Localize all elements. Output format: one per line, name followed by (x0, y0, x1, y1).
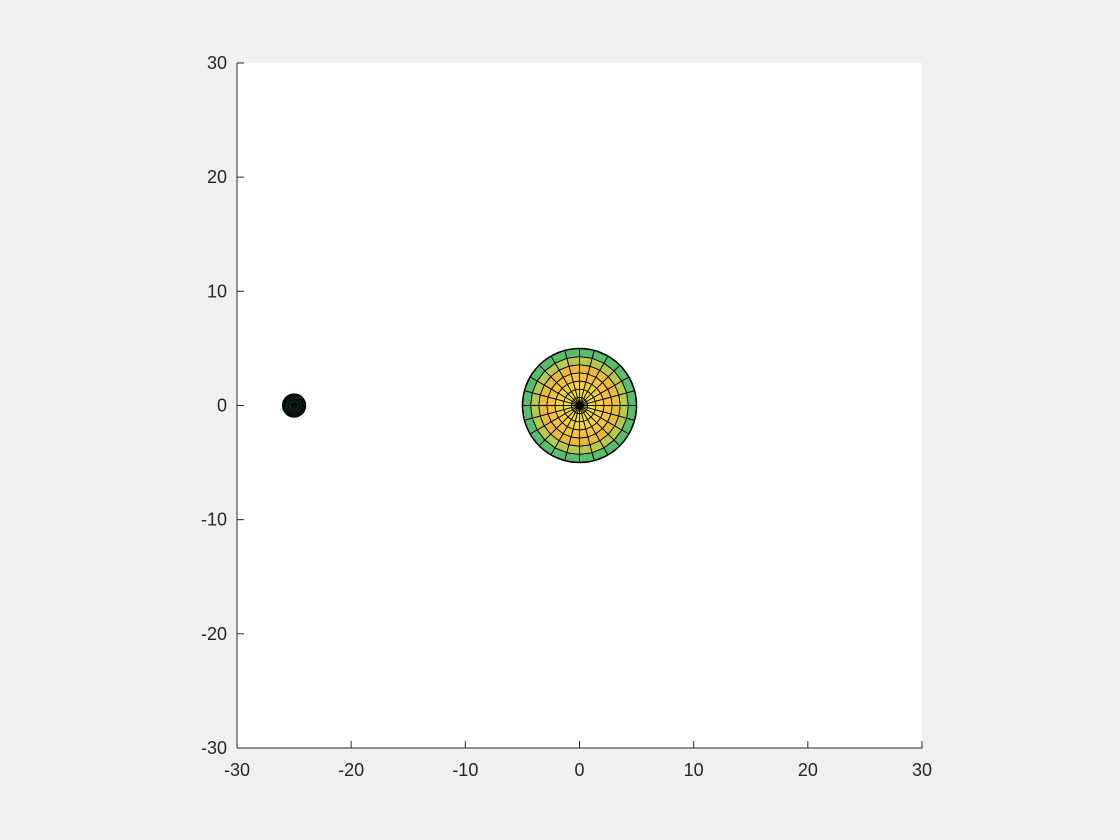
x-tick-label: -30 (224, 760, 250, 780)
x-tick-label: 20 (798, 760, 818, 780)
large-sphere (521, 347, 638, 464)
large-sphere-outline (521, 347, 638, 464)
y-tick-label: -10 (201, 510, 227, 530)
y-tick-label: 10 (207, 281, 227, 301)
small-sphere-outline (281, 393, 307, 418)
x-tick-label: 30 (912, 760, 932, 780)
y-tick-label: -30 (201, 738, 227, 758)
x-tick-label: 10 (684, 760, 704, 780)
y-tick-label: 20 (207, 167, 227, 187)
x-tick-label: 0 (574, 760, 584, 780)
y-tick-label: 0 (217, 396, 227, 416)
plot-area (281, 347, 638, 464)
axes: -30 -20 -10 0 10 20 30 -30 -20 -10 0 10 20 30 (201, 53, 932, 780)
y-tick-label: -20 (201, 624, 227, 644)
x-tick-label: -20 (338, 760, 364, 780)
x-tick-label: -10 (452, 760, 478, 780)
y-tick-label: 30 (207, 53, 227, 73)
small-sphere (281, 393, 307, 418)
